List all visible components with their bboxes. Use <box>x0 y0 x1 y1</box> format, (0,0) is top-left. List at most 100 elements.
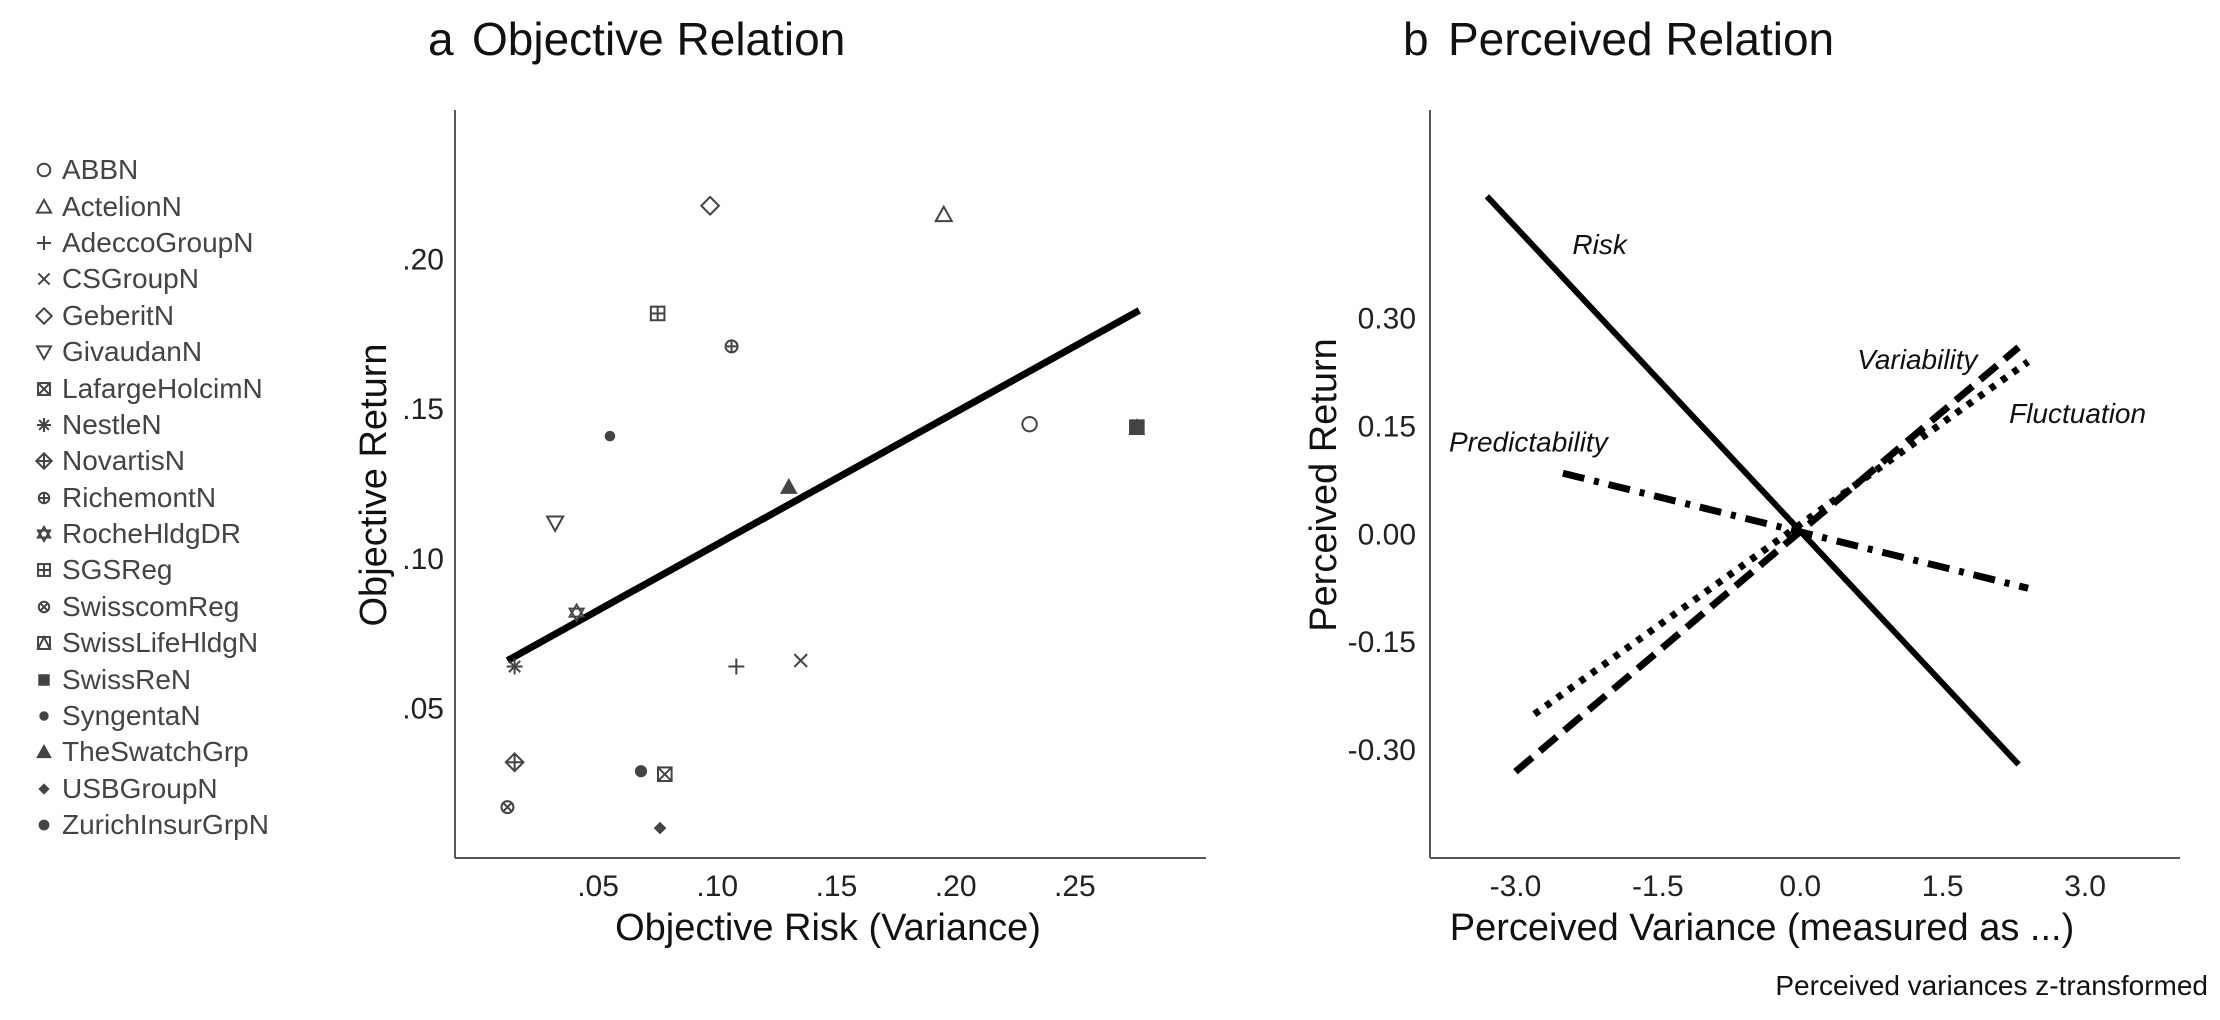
legend-marker-zurich-insur-grp-n <box>38 819 50 831</box>
legend-item-zurich-insur-grp-n: ZurichInsurGrpN <box>26 807 269 843</box>
panel-b-x-tick-label: 1.5 <box>1922 870 1964 903</box>
legend-label: RocheHldgDR <box>62 518 241 550</box>
legend-item-lafarge-holcim-n: LafargeHolcimN <box>26 370 269 406</box>
panel-b-letter: b <box>1403 13 1429 65</box>
panel-a-x-tick-label: .05 <box>577 870 619 903</box>
legend-item-givaudan-n: GivaudanN <box>26 334 269 370</box>
panel-b-x-tick-label: -1.5 <box>1632 870 1684 903</box>
panel-b-x-ticks: -3.0 -1.5 0.0 1.5 3.0 <box>1490 870 2106 903</box>
legend-marker-the-swatch-grp <box>36 744 52 759</box>
panel-b-lines <box>1484 194 2031 775</box>
point-givaudan-n <box>545 515 565 533</box>
point-csgroup-n <box>793 653 808 668</box>
point-the-swatch-grp <box>779 477 798 494</box>
series-label-risk: Risk <box>1572 229 1628 260</box>
panel-a-y-ticks: .05 .10 .15 .20 <box>402 244 444 726</box>
legend-key-adecco-group-n <box>37 235 51 250</box>
legend-label: NestleN <box>62 408 162 440</box>
legend-label: LafargeHolcimN <box>62 372 263 404</box>
series-label-predictability: Predictability <box>1449 427 1610 458</box>
legend: ABBN ActelionN AdeccoGroupN CSGroupN Geberit… <box>26 152 269 843</box>
panel-a-trend-line <box>505 307 1141 664</box>
caption: Perceived variances z-transformed <box>1775 970 2208 1001</box>
series-line-variability <box>1513 344 2021 775</box>
legend-item-richemont-n: RichemontN <box>26 480 269 516</box>
legend-marker-actelion-n <box>35 197 53 214</box>
legend-item-geberit-n: GeberitN <box>26 298 269 334</box>
legend-label: AdeccoGroupN <box>62 226 254 258</box>
legend-item-actelion-n: ActelionN <box>26 188 269 224</box>
legend-label: ABBN <box>62 154 139 186</box>
panel-b-x-label: Perceived Variance (measured as ...) <box>1450 907 2074 949</box>
panel-b-x-tick-label: 0.0 <box>1779 870 1821 903</box>
series-line-predictability <box>1562 469 2029 592</box>
panel-a-x-tick-label: .25 <box>1054 870 1096 903</box>
panel-b-x-tick-label: 3.0 <box>2064 870 2106 903</box>
legend-marker-swisscom-reg <box>37 600 51 614</box>
panel-a-y-tick-label: .15 <box>402 393 444 426</box>
legend-marker-novartis-n <box>34 452 54 471</box>
legend-item-syngenta-n: SyngentaN <box>26 698 269 734</box>
legend-key-zurich-insur-grp-n <box>38 819 50 831</box>
legend-label: ZurichInsurGrpN <box>62 809 269 841</box>
legend-label: SyngentaN <box>62 700 201 732</box>
panel-a-letter: a <box>428 13 454 65</box>
point-usbgroup-n <box>653 821 667 835</box>
legend-key-swiss-life-hldg-n <box>36 635 52 651</box>
legend-marker-sgsreg <box>37 563 51 578</box>
legend-label: RichemontN <box>62 481 217 513</box>
legend-key-lafarge-holcim-n <box>37 381 51 396</box>
panel-a-y-tick-label: .10 <box>402 543 444 576</box>
panel-a-x-ticks: .05 .10 .15 .20 .25 <box>577 870 1096 903</box>
legend-label: SGSReg <box>62 554 173 586</box>
panel-b-y-ticks: -0.30 -0.15 0.00 0.15 0.30 <box>1348 303 1416 768</box>
panel-b-y-tick-label: -0.15 <box>1348 626 1416 659</box>
legend-key-syngenta-n <box>39 711 49 721</box>
legend-marker-givaudan-n <box>35 345 53 362</box>
legend-item-swisscom-reg: SwisscomReg <box>26 589 269 625</box>
legend-marker-swiss-life-hldg-n <box>36 635 52 651</box>
legend-item-adecco-group-n: AdeccoGroupN <box>26 225 269 261</box>
legend-key-the-swatch-grp <box>36 744 52 759</box>
panel-b-y-tick-label: 0.15 <box>1358 410 1416 443</box>
legend-key-swiss-re-n <box>38 673 50 686</box>
panel-a-y-tick-label: .20 <box>402 244 444 277</box>
panel-b-y-tick-label: 0.00 <box>1358 518 1416 551</box>
legend-label: SwisscomReg <box>62 590 240 622</box>
point-zurich-insur-grp-n <box>634 765 648 778</box>
panel-a-y-tick-label: .05 <box>402 692 444 725</box>
panel-a-x-tick-label: .10 <box>696 870 738 903</box>
legend-key-geberit-n <box>34 306 54 325</box>
panel-b: b Perceived Relation -3.0 -1.5 0.0 1.5 3.0 -… <box>1303 13 2180 949</box>
legend-label: ActelionN <box>62 190 182 222</box>
legend-marker-adecco-group-n <box>37 235 51 250</box>
panel-b-x-tick-label: -3.0 <box>1490 870 1542 903</box>
legend-marker-swiss-re-n <box>38 673 50 686</box>
point-swisscom-reg <box>500 800 515 815</box>
panel-b-series-labels: Risk Variability Fluctuation Predictability <box>1449 229 2146 458</box>
panel-b-y-tick-label: 0.30 <box>1358 303 1416 336</box>
legend-label: NovartisN <box>62 445 185 477</box>
legend-marker-roche-hldg-dr <box>36 525 52 544</box>
legend-item-usbgroup-n: USBGroupN <box>26 771 269 807</box>
panel-b-title: Perceived Relation <box>1448 13 1834 65</box>
legend-marker-richemont-n <box>37 491 51 504</box>
legend-label: SwissReN <box>62 663 192 695</box>
panel-a-y-label: Objective Return <box>353 343 395 626</box>
legend-key-richemont-n <box>37 491 51 504</box>
legend-item-novartis-n: NovartisN <box>26 443 269 479</box>
legend-key-actelion-n <box>35 197 53 214</box>
legend-label: SwissLifeHldgN <box>62 627 259 659</box>
legend-key-nestle-n <box>37 417 51 432</box>
panel-a-x-tick-label: .20 <box>935 870 977 903</box>
legend-marker-nestle-n <box>37 417 51 432</box>
legend-key-sgsreg <box>37 563 51 578</box>
point-adecco-group-n <box>728 658 745 675</box>
legend-item-roche-hldg-dr: RocheHldgDR <box>26 516 269 552</box>
panel-a-points <box>500 195 1146 835</box>
legend-item-swiss-life-hldg-n: SwissLifeHldgN <box>26 625 269 661</box>
legend-key-csgroup-n <box>37 273 51 286</box>
legend-key-abbn <box>36 162 52 178</box>
legend-key-novartis-n <box>34 452 54 471</box>
